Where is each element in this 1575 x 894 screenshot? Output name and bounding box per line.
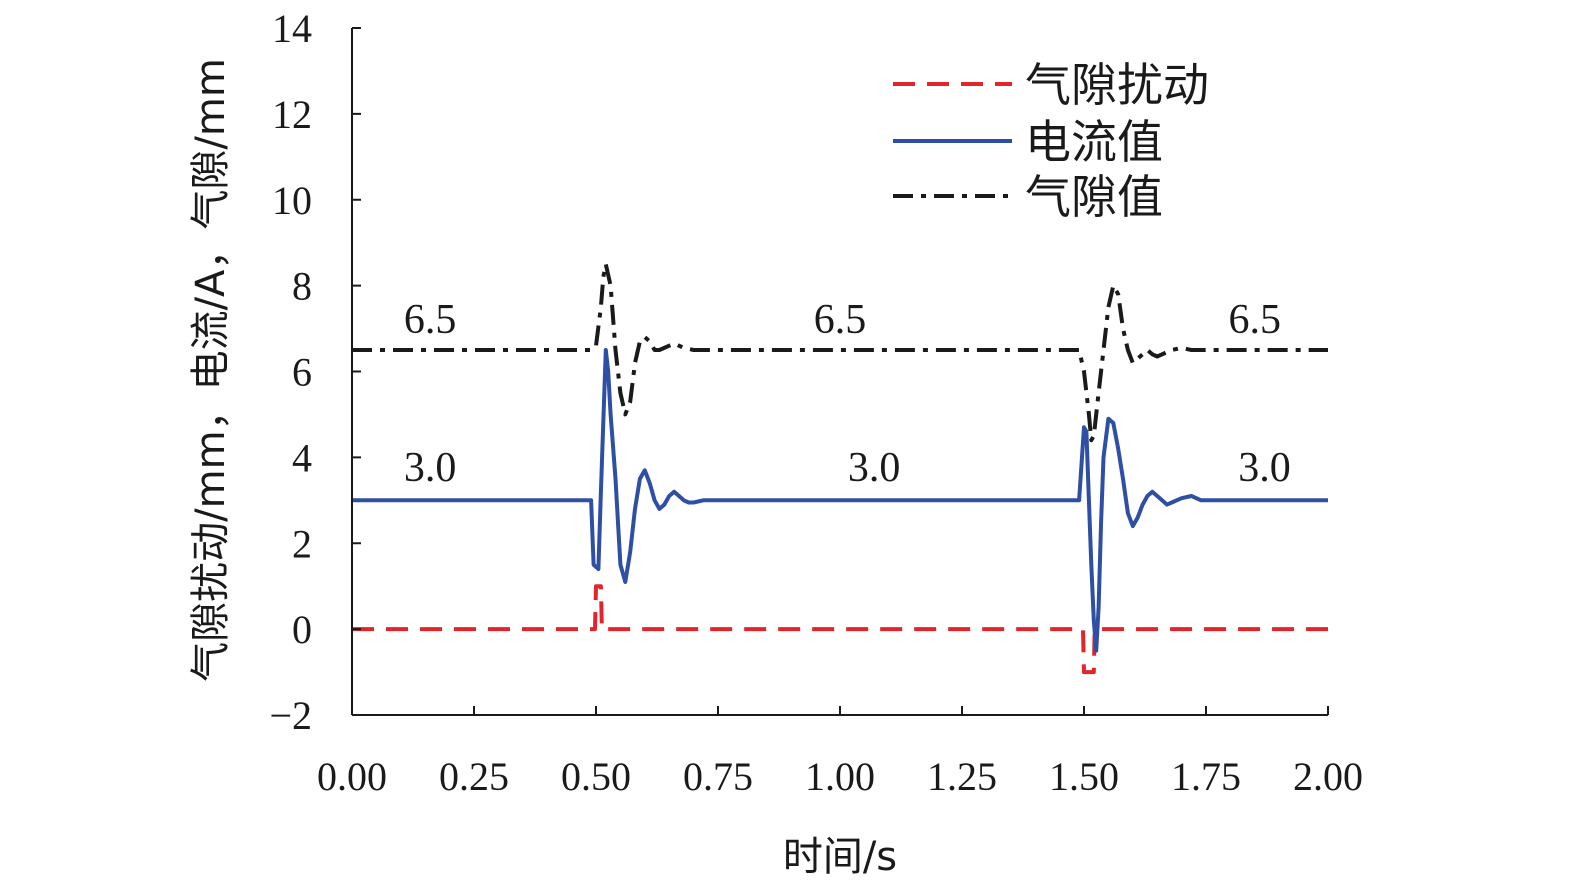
series-line-gap	[352, 262, 1328, 443]
legend-label-current: 电流值	[1025, 115, 1163, 169]
x-tick-label: 0.00	[317, 754, 387, 799]
x-tick-label: 1.50	[1049, 754, 1119, 799]
series-line-disturbance	[352, 584, 1328, 675]
value-annotation: 6.5	[814, 297, 867, 343]
x-tick-label: 0.25	[439, 754, 509, 799]
y-axis-title: 气隙扰动/mm，电流/A，气隙/mm	[188, 58, 234, 682]
y-tick-label: 12	[272, 92, 312, 137]
y-tick-label: 0	[292, 607, 312, 652]
y-tick-label: 6	[292, 350, 312, 395]
value-annotation: 6.5	[1229, 297, 1282, 343]
x-tick-label: 0.50	[561, 754, 631, 799]
y-tick-label: 8	[292, 264, 312, 309]
legend-label-gap: 气隙值	[1025, 170, 1163, 224]
annotation-layer: 6.5 6.5 6.5 3.0 3.0 3.0	[404, 297, 1291, 491]
y-tick-label: 14	[272, 6, 312, 51]
value-annotation: 6.5	[404, 297, 457, 343]
x-tick-label: 1.75	[1171, 754, 1241, 799]
value-annotation: 3.0	[404, 445, 457, 491]
y-tick-label: 10	[272, 178, 312, 223]
legend-label-disturbance: 气隙扰动	[1025, 58, 1209, 112]
legend: 气隙扰动 电流值 气隙值	[893, 58, 1209, 224]
series-line-current	[352, 348, 1328, 653]
x-axis-title: 时间/s	[783, 834, 897, 880]
y-tick-label: 2	[292, 521, 312, 566]
value-annotation: 3.0	[848, 445, 901, 491]
value-annotation: 3.0	[1238, 445, 1291, 491]
x-tick-label: 2.00	[1293, 754, 1363, 799]
x-tick-label: 0.75	[683, 754, 753, 799]
x-tick-label: 1.25	[927, 754, 997, 799]
x-tick-label: 1.00	[805, 754, 875, 799]
y-tick-label: 4	[292, 435, 312, 480]
axes-layer: 0.00 0.25 0.50 0.75 1.00 1.25 1.50 1.75 2.00 −2 0 2…	[269, 6, 1363, 799]
y-tick-label: −2	[269, 693, 312, 738]
series-layer	[352, 262, 1328, 675]
